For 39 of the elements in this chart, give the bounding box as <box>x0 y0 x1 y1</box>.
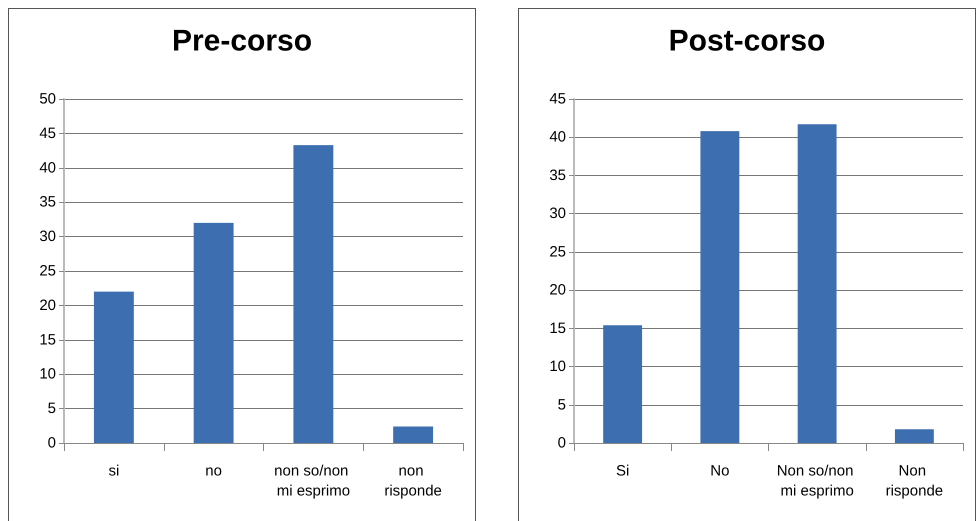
y-tick-label: 45 <box>549 90 566 108</box>
y-tick-label: 40 <box>39 159 56 176</box>
y-tick-label: 35 <box>39 194 56 211</box>
y-tick-label: 5 <box>48 400 56 418</box>
bar <box>894 429 934 443</box>
x-tick-label: no <box>205 462 222 480</box>
x-tick-label: si <box>108 462 120 480</box>
bar <box>798 124 837 443</box>
y-tick-label: 5 <box>558 396 566 414</box>
x-tick-label: No <box>710 462 730 480</box>
y-tick-label: 25 <box>549 243 566 260</box>
y-tick-label: 25 <box>39 262 56 280</box>
y-tick-label: 15 <box>39 331 56 348</box>
x-tick-label: Si <box>616 462 630 480</box>
y-tick-label: 20 <box>549 282 566 299</box>
x-tick-label: non so/non mi esprimo <box>274 462 353 500</box>
y-tick-label: 30 <box>39 228 56 246</box>
bar <box>700 131 740 443</box>
y-tick-label: 10 <box>549 358 566 376</box>
y-tick-label: 50 <box>39 90 56 108</box>
y-tick-label: 0 <box>558 434 566 452</box>
bar <box>94 292 134 443</box>
y-tick-label: 20 <box>39 296 56 314</box>
bar <box>293 145 334 443</box>
y-tick-label: 15 <box>549 320 566 337</box>
bar <box>393 426 434 443</box>
y-tick-label: 30 <box>549 205 566 222</box>
y-tick-label: 45 <box>39 124 56 142</box>
y-tick-label: 35 <box>549 166 566 184</box>
bar <box>194 222 234 443</box>
x-tick-label: non risponde <box>384 462 442 500</box>
y-tick-label: 40 <box>549 128 566 146</box>
chart-title: Pre-corso <box>172 24 312 58</box>
x-tick-label: Non so/non mi esprimo <box>776 462 858 500</box>
chart-title: Post-corso <box>668 24 826 58</box>
y-tick-label: 0 <box>48 434 56 452</box>
y-tick-label: 10 <box>39 366 56 383</box>
x-tick-label: Non risponde <box>886 462 944 500</box>
bar <box>603 325 642 443</box>
